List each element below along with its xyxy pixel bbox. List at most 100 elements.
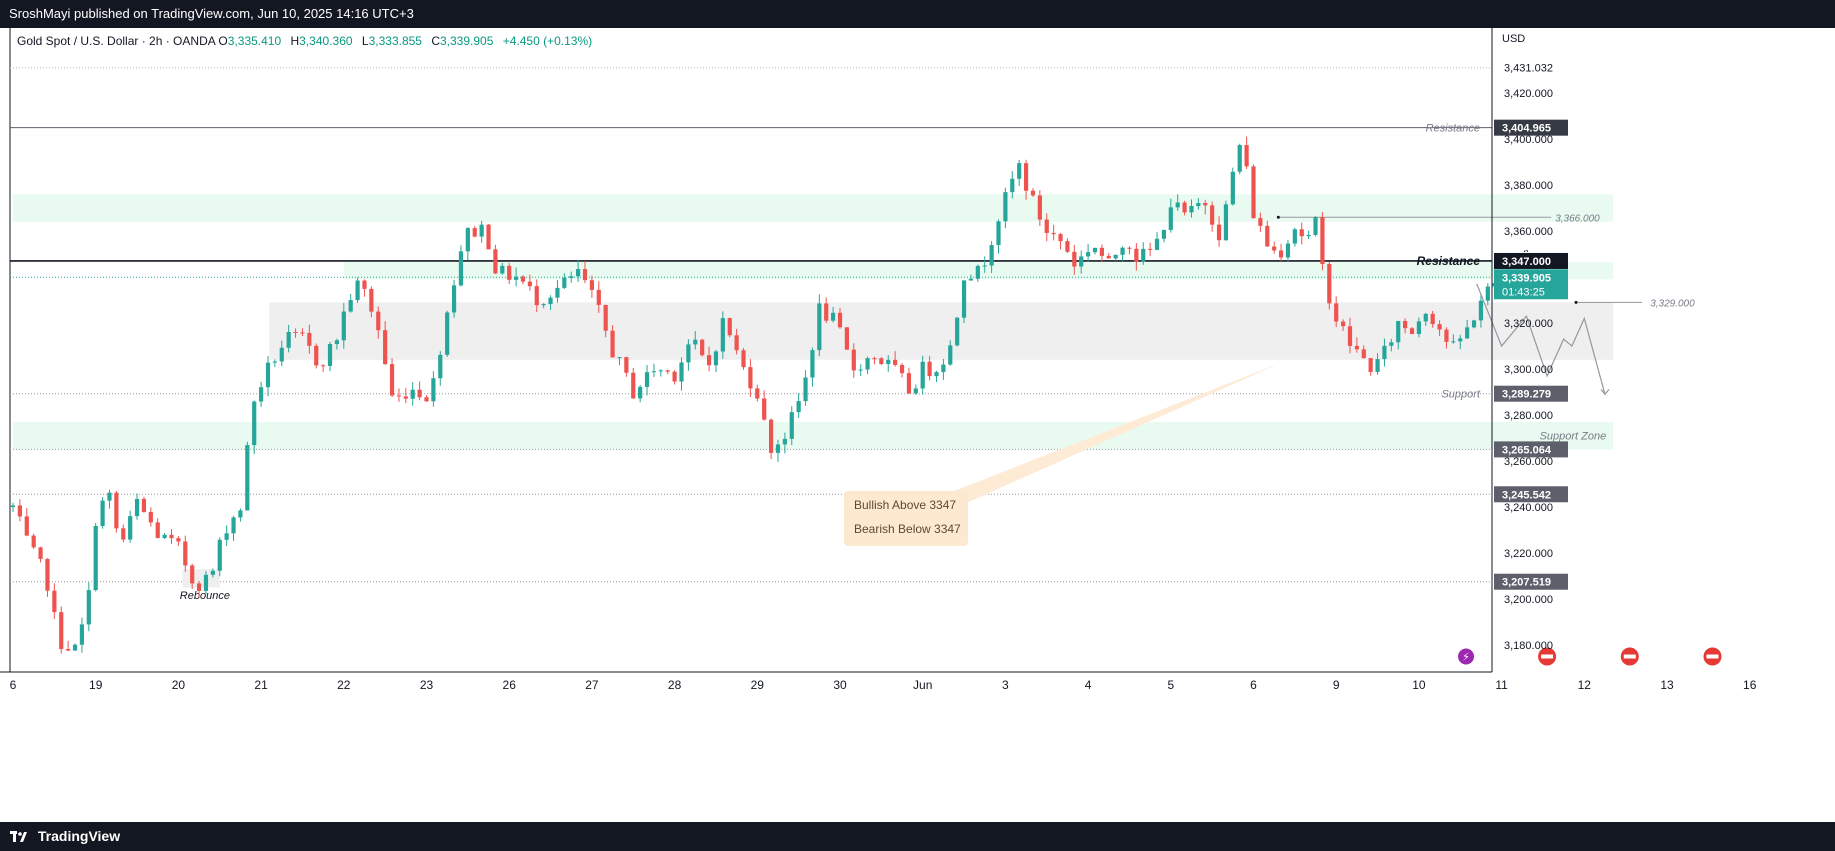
candle-body-86 — [603, 304, 608, 331]
candle-body-89 — [624, 357, 629, 373]
candle-body-66 — [465, 228, 470, 252]
candle-body-4 — [38, 547, 43, 559]
y-tick-label-10: 3,380.000 — [1504, 180, 1553, 192]
tradingview-logo-icon — [10, 831, 27, 843]
candle-body-41 — [293, 332, 298, 334]
candle-body-100 — [700, 339, 705, 356]
candle-body-71 — [500, 265, 505, 274]
price-tag-bg-2 — [1494, 385, 1568, 402]
candle-body-87 — [610, 330, 615, 358]
candle-body-134 — [934, 372, 939, 377]
high-label: H — [290, 34, 300, 48]
candle-body-162 — [1127, 247, 1132, 249]
x-tick-label-12: 3 — [1002, 678, 1009, 692]
candle-body-128 — [893, 359, 898, 365]
candle-body-133 — [927, 361, 932, 377]
candle-body-62 — [438, 354, 443, 379]
candle-body-17 — [128, 516, 133, 540]
x-tick-label-6: 26 — [503, 678, 517, 692]
candle-body-173 — [1203, 203, 1208, 206]
candle-body-125 — [872, 358, 877, 360]
currency-label: USD — [1502, 33, 1525, 45]
candle-body-104 — [727, 318, 732, 336]
candle-body-44 — [314, 345, 319, 366]
candle-body-140 — [975, 265, 980, 279]
candle-body-76 — [534, 286, 539, 306]
candle-body-68 — [479, 224, 484, 237]
candle-body-101 — [706, 355, 712, 366]
note-line-bullish: Bullish Above 3347 — [854, 498, 956, 512]
x-tick-label-20: 13 — [1660, 678, 1674, 692]
candle-body-14 — [107, 492, 112, 501]
footer-bar: TradingView — [0, 822, 1835, 851]
candle-body-168 — [1168, 207, 1173, 230]
candle-body-118 — [824, 303, 829, 321]
candle-body-81 — [569, 276, 574, 278]
candle-body-80 — [562, 277, 567, 288]
candle-body-213 — [1478, 300, 1484, 321]
candle-body-122 — [851, 349, 856, 371]
x-tick-label-10: 30 — [833, 678, 847, 692]
candle-body-0 — [10, 505, 16, 508]
level-text-2: Support — [1441, 389, 1480, 401]
candle-body-106 — [741, 350, 746, 368]
x-tick-label-0: 6 — [10, 678, 17, 692]
candle-body-195 — [1354, 345, 1359, 350]
y-tick-label-0: 3,180.000 — [1504, 640, 1553, 652]
publish-header: SroshMayi published on TradingView.com, … — [0, 0, 1835, 28]
candle-body-51 — [362, 280, 367, 289]
candle-body-1 — [17, 505, 22, 517]
candle-body-55 — [389, 364, 395, 396]
candle-body-23 — [169, 534, 174, 539]
change-value: +4.450 (+0.13%) — [502, 34, 593, 48]
price-tag-text-2: 3,289.279 — [1502, 389, 1551, 401]
candle-body-39 — [279, 347, 284, 362]
candle-body-172 — [1196, 203, 1201, 207]
level-3366-dot — [1276, 215, 1280, 219]
candle-body-53 — [376, 311, 381, 331]
candle-body-152 — [1058, 234, 1063, 242]
candle-body-33 — [238, 510, 243, 518]
x-tick-label-2: 20 — [172, 678, 186, 692]
candle-body-42 — [300, 332, 305, 334]
candle-body-54 — [383, 330, 388, 365]
candle-body-73 — [513, 276, 519, 280]
candle-body-95 — [665, 370, 670, 372]
price-tag-bg-3 — [1494, 441, 1568, 458]
candle-body-212 — [1471, 320, 1477, 328]
candle-body-65 — [458, 251, 464, 286]
price-tag-text-0: 3,404.965 — [1502, 123, 1551, 135]
open-label: O — [218, 34, 228, 48]
candle-body-77 — [541, 304, 546, 306]
note-pointer — [934, 362, 1283, 513]
candle-body-49 — [348, 300, 353, 312]
candle-body-57 — [403, 396, 408, 399]
candle-body-6 — [52, 590, 57, 613]
candle-body-208 — [1444, 329, 1449, 342]
candle-body-170 — [1182, 202, 1187, 213]
candle-body-190 — [1320, 217, 1325, 264]
candle-body-183 — [1272, 246, 1277, 251]
candle-body-202 — [1403, 320, 1408, 329]
price-chart[interactable]: Resistance Resistance Support 3,366.000 3,32… — [0, 28, 1835, 822]
candle-body-18 — [134, 498, 140, 517]
candle-body-160 — [1113, 254, 1118, 259]
level-3329-text: 3,329.000 — [1650, 298, 1695, 309]
x-tick-label-1: 19 — [89, 678, 103, 692]
candle-body-175 — [1216, 224, 1222, 241]
candle-body-200 — [1389, 342, 1394, 346]
candle-body-194 — [1347, 326, 1353, 346]
candle-body-74 — [520, 276, 526, 282]
candle-body-141 — [982, 265, 987, 267]
candle-body-13 — [100, 500, 105, 526]
candle-body-197 — [1368, 358, 1373, 372]
candle-body-59 — [417, 389, 422, 398]
candle-body-176 — [1223, 204, 1229, 241]
candle-body-93 — [651, 371, 657, 373]
candle-body-79 — [555, 287, 560, 298]
candle-body-70 — [493, 249, 498, 274]
candle-body-186 — [1292, 229, 1297, 244]
candle-body-188 — [1306, 234, 1311, 237]
lightning-event-icon[interactable] — [1458, 648, 1475, 665]
us-flag-stripe-icon-0 — [1541, 654, 1554, 659]
